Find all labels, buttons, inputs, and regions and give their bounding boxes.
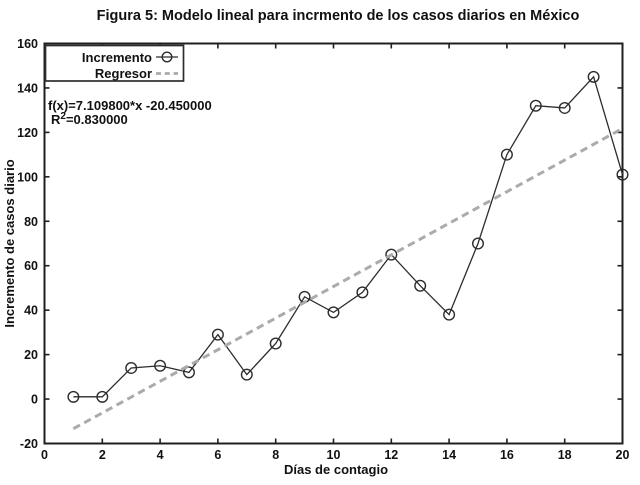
data-point-marker: [211, 328, 224, 341]
r-squared-annotation: R2=0.830000: [51, 111, 128, 127]
figure-title: Figura 5: Modelo lineal para incrmento d…: [97, 8, 580, 24]
y-tick-label: 140: [17, 81, 38, 95]
y-tick-label: 20: [24, 348, 38, 362]
y-tick-label: 0: [31, 393, 38, 407]
legend-label-regresor: Regresor: [95, 66, 152, 81]
incremento-line: [73, 75, 624, 398]
x-tick-label: 0: [41, 448, 48, 462]
data-point-marker: [472, 237, 485, 250]
data-point-marker: [240, 368, 253, 381]
data-point-marker: [154, 359, 167, 372]
data-point-marker: [616, 168, 629, 181]
x-tick-label: 16: [500, 448, 514, 462]
data-point-marker: [67, 390, 80, 403]
data-point-marker: [125, 361, 138, 374]
x-tick-label: 12: [384, 448, 398, 462]
data-markers: [67, 70, 629, 403]
data-point-marker: [587, 70, 600, 83]
axis-tick-labels: 0 2 4 6 8 10 12 14 16 18 20-2002040608010012014016…: [17, 37, 629, 462]
y-axis-label: Incremento de casos diario: [2, 159, 17, 327]
data-point-marker: [182, 366, 195, 379]
data-point-marker: [443, 308, 456, 321]
x-tick-label: 18: [558, 448, 572, 462]
y-tick-label: 60: [24, 259, 38, 273]
r-squared-sup: 2: [60, 111, 66, 122]
x-tick-label: 10: [327, 448, 341, 462]
x-tick-label: 6: [214, 448, 221, 462]
y-tick-label: 120: [17, 126, 38, 140]
x-tick-label: 4: [157, 448, 164, 462]
y-tick-label: -20: [20, 437, 38, 451]
data-point-marker: [385, 248, 398, 261]
plot-series: [67, 70, 629, 431]
data-point-marker: [327, 306, 340, 319]
y-tick-label: 100: [17, 170, 38, 184]
x-tick-label: 20: [616, 448, 630, 462]
x-axis-label: Días de contagio: [284, 462, 388, 477]
data-point-marker: [500, 148, 513, 161]
data-point-marker: [529, 99, 542, 112]
legend-sample-incremento-marker: [161, 51, 173, 63]
data-point-marker: [356, 286, 369, 299]
y-tick-label: 80: [24, 215, 38, 229]
data-point-marker: [269, 337, 282, 350]
legend-label-incremento: Incremento: [82, 50, 152, 65]
r-squared-value: =0.830000: [66, 112, 128, 127]
data-point-marker: [558, 101, 571, 114]
regresor-line: [72, 127, 624, 431]
y-tick-label: 160: [17, 37, 38, 51]
data-point-marker: [414, 279, 427, 292]
legend: Incremento Regresor: [44, 44, 185, 82]
fit-equation: f(x)=7.109800*x -20.450000: [48, 98, 212, 113]
x-tick-label: 14: [442, 448, 456, 462]
x-tick-label: 2: [99, 448, 106, 462]
y-tick-label: 40: [24, 304, 38, 318]
x-tick-label: 8: [272, 448, 279, 462]
r-squared-base: R: [51, 112, 61, 127]
legend-box: [44, 44, 185, 82]
data-point-marker: [96, 390, 109, 403]
